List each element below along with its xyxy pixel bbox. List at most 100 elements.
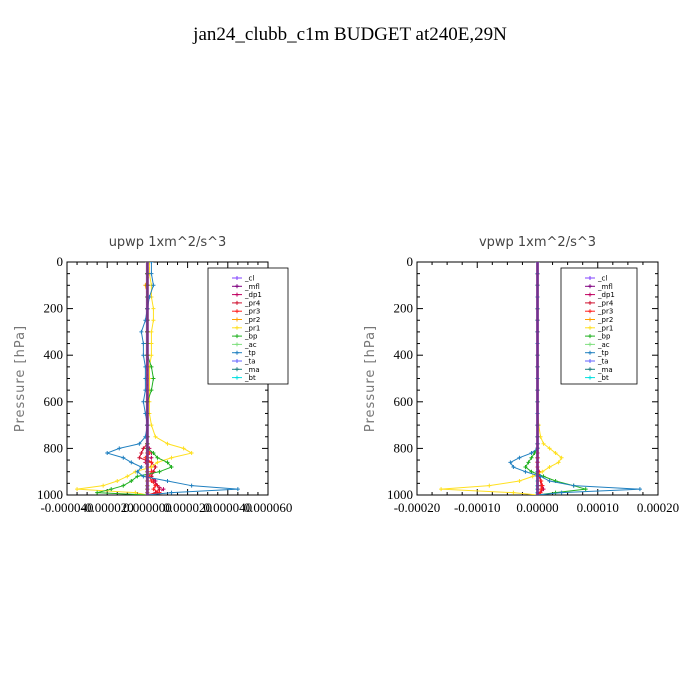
upwp-panel: upwp 1xm^2/s^3 Pressure [hPa] 0 200 400 600 80… xyxy=(13,235,292,515)
series-tp-marker xyxy=(189,483,194,488)
legend-marker xyxy=(588,325,592,330)
legend-label: _bt xyxy=(597,374,609,382)
series-pr1-marker xyxy=(165,441,170,446)
series-bp-marker xyxy=(95,490,100,495)
legend-marker xyxy=(588,334,592,339)
series-tp-marker xyxy=(149,271,154,276)
series-tp-marker xyxy=(235,487,240,492)
series-tp-marker xyxy=(517,455,522,460)
y-axis-label: Pressure [hPa] xyxy=(363,325,378,432)
series-pr1-marker xyxy=(530,474,535,479)
legend-label: _mfl xyxy=(244,283,260,291)
legend-marker xyxy=(235,375,239,380)
series-bp-marker xyxy=(523,465,528,470)
series-pr1-marker xyxy=(149,341,154,346)
series-pr4-marker xyxy=(139,451,144,456)
legend-marker xyxy=(588,276,592,280)
legend-marker xyxy=(588,317,592,322)
series-pr1-marker xyxy=(115,479,120,484)
series-pr3-marker xyxy=(538,490,543,495)
series-pr1-marker xyxy=(149,353,154,358)
series-tp-marker xyxy=(511,465,516,470)
legend-label: _cl xyxy=(244,275,254,283)
series-pr4-marker xyxy=(157,487,162,492)
legend-label: _pr1 xyxy=(597,324,613,332)
y-tick-label: 800 xyxy=(44,440,64,455)
series-pr3-marker xyxy=(540,483,545,488)
series-pr1-marker xyxy=(189,451,194,456)
series-pr1-marker xyxy=(556,460,561,465)
legend-marker xyxy=(235,292,239,297)
legend-label: _cl xyxy=(597,275,607,283)
series-bp-marker xyxy=(109,487,114,492)
series-tp-marker xyxy=(117,446,122,451)
legend-marker xyxy=(588,375,592,380)
legend-marker xyxy=(235,350,239,355)
series-bp-marker xyxy=(151,376,156,381)
y-tick-label: 0 xyxy=(407,254,414,269)
series-tp-marker xyxy=(523,469,528,474)
series-tp-marker xyxy=(149,262,154,264)
legend-marker xyxy=(235,284,239,289)
y-tick-label: 1000 xyxy=(37,487,63,502)
series-pr3-marker xyxy=(539,487,544,492)
legend-label: _tp xyxy=(597,349,609,357)
series-bp-marker xyxy=(529,455,534,460)
legend-marker xyxy=(235,317,239,322)
series-bp-marker xyxy=(157,469,162,474)
series-bp-marker xyxy=(149,388,154,393)
legend-marker xyxy=(235,300,239,305)
series-bp-marker xyxy=(149,364,154,369)
legend-marker xyxy=(588,284,592,289)
series-pr1-marker xyxy=(169,455,174,460)
series-pr1-marker xyxy=(547,465,552,470)
series-pr4-marker xyxy=(153,465,158,470)
series-tp-marker xyxy=(169,490,174,495)
series-tp-marker xyxy=(121,455,126,460)
series-pr1-marker xyxy=(541,441,546,446)
series-bp-marker xyxy=(165,460,170,465)
series-pr1-marker xyxy=(75,487,80,492)
x-tick-label: 0.000060 xyxy=(244,500,293,515)
x-tick-label: 0.000040 xyxy=(203,500,252,515)
y-tick-label: 600 xyxy=(44,394,64,409)
legend-marker xyxy=(588,359,592,363)
series-pr1-line xyxy=(441,262,563,495)
legend-label: _dp1 xyxy=(597,291,615,299)
x-tick-label: -0.00020 xyxy=(394,500,441,515)
series-pr3-marker xyxy=(149,479,154,484)
series-bp-marker xyxy=(169,465,174,470)
y-tick-label: 400 xyxy=(394,347,414,362)
series-tp-marker xyxy=(141,353,146,358)
y-tick-label: 600 xyxy=(394,394,414,409)
legend-label: _pr2 xyxy=(244,316,260,324)
series-pr1-marker xyxy=(553,451,558,456)
legend-label: _pr3 xyxy=(244,308,260,316)
series-tp-marker xyxy=(571,483,576,488)
series-pr1-marker xyxy=(151,306,156,311)
legend-marker xyxy=(588,292,592,297)
legend-marker xyxy=(235,276,239,280)
x-tick-label: 0.000000 xyxy=(123,500,172,515)
series-tp-marker xyxy=(129,460,134,465)
legend-label: _bp xyxy=(244,333,258,341)
series-tp-marker xyxy=(165,479,170,484)
legend-label: _bt xyxy=(244,374,256,382)
legend-label: _dp1 xyxy=(244,291,262,299)
series-pr3-marker xyxy=(539,479,544,484)
series-bp-marker xyxy=(129,479,134,484)
legend-marker xyxy=(588,342,592,347)
x-tick-label: 0.000020 xyxy=(163,500,212,515)
x-tick-label: 0.00000 xyxy=(516,500,558,515)
legend-label: _bp xyxy=(597,333,611,341)
series-pr1-marker xyxy=(149,465,154,470)
series-dp1-marker xyxy=(161,487,166,492)
series-pr1-marker xyxy=(181,446,186,451)
series-tp-marker xyxy=(141,341,146,346)
series-pr1-marker xyxy=(149,423,154,428)
legend-marker xyxy=(588,300,592,305)
x-tick-label: -0.000020 xyxy=(81,500,134,515)
series-pr1-marker xyxy=(487,483,492,488)
figure-title: jan24_clubb_c1m BUDGET at240E,29N xyxy=(192,24,507,45)
